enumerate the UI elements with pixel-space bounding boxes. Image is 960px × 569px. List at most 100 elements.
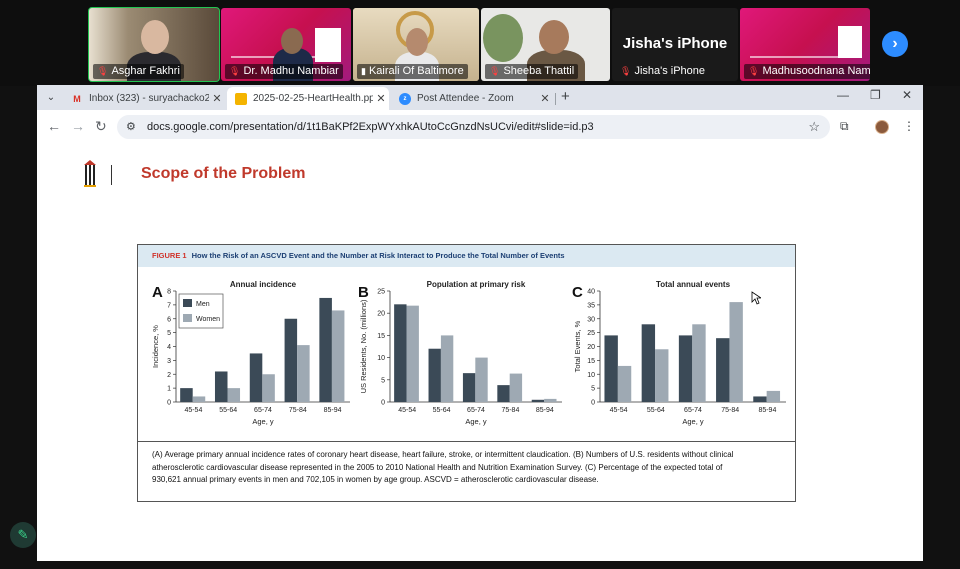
participant-name: 🎙 Sheeba Thattil — [485, 64, 579, 79]
x-tick-label: 65-74 — [254, 407, 272, 414]
bar-men — [428, 348, 441, 402]
tab-zoom[interactable]: z Post Attendee - Zoom ✕ — [391, 87, 553, 110]
bar-men — [604, 335, 618, 402]
site-info-icon[interactable]: ⚙ — [126, 121, 136, 133]
bar-men — [753, 396, 767, 402]
mic-muted-icon: 🎙 — [229, 66, 241, 76]
chart-title: Total annual events — [656, 280, 731, 289]
restore-button[interactable]: ❐ — [870, 88, 881, 102]
figure-box: FIGURE 1 How the Risk of an ASCVD Event a… — [137, 244, 796, 502]
y-tick-label: 20 — [587, 344, 595, 351]
y-tick-label: 40 — [587, 289, 595, 296]
participant-tile-asghar[interactable]: 🎙 Asghar Fakhri — [88, 7, 220, 82]
back-button[interactable]: ← — [47, 118, 61, 134]
y-tick-label: 15 — [587, 358, 595, 365]
y-tick-label: 5 — [381, 377, 385, 384]
reload-button[interactable]: ↻ — [95, 118, 107, 134]
y-tick-label: 30 — [587, 316, 595, 323]
bar-men — [180, 388, 193, 402]
x-tick-label: 45-54 — [610, 407, 628, 414]
bar-women — [544, 398, 557, 402]
chart-annual-incidence: A Annual incidence 0 1 2 3 4 5 6 7 8 Incidence, % 45… — [151, 280, 350, 426]
bar-men — [319, 297, 332, 402]
chart-total-events: C Total annual events 0 5 10 15 20 25 30 35 40 Tota… — [572, 280, 786, 426]
bar-women — [227, 388, 241, 402]
avatar[interactable] — [875, 120, 889, 134]
slide-title: Scope of the Problem — [141, 165, 306, 182]
slide-canvas: Scope of the Problem FIGURE 1 How the Ris… — [67, 144, 894, 561]
address-bar[interactable]: ⚙ docs.google.com/presentation/d/1t1BaKP… — [117, 115, 830, 139]
x-tick-label: 85-94 — [758, 407, 776, 414]
bar-men — [531, 399, 545, 402]
y-axis-label: Incidence, % — [151, 325, 160, 368]
close-icon[interactable]: ✕ — [540, 93, 550, 105]
panel-letter: C — [572, 284, 583, 301]
bar-women — [766, 390, 781, 402]
y-tick-label: 3 — [167, 358, 171, 365]
x-tick-label: 45-54 — [184, 407, 202, 414]
y-tick-label: 25 — [587, 330, 595, 337]
y-tick-label: 5 — [167, 330, 171, 337]
new-tab-button[interactable]: + — [561, 88, 570, 105]
participant-tile-sheeba[interactable]: 🎙 Sheeba Thattil — [481, 8, 610, 81]
bar-men — [214, 371, 228, 402]
tab-search-icon[interactable]: ⌄ — [46, 92, 56, 103]
legend-swatch — [183, 314, 192, 322]
y-axis-label: US Residents, No. (millions) — [359, 299, 368, 393]
y-tick-label: 10 — [587, 372, 595, 379]
participant-tile-kairali[interactable]: ▮ Kairali Of Baltimore — [353, 8, 479, 81]
participant-tile-madhusoodnana[interactable]: 🎙 Madhusoodnana Nam... — [740, 8, 870, 81]
bar-men — [284, 318, 298, 402]
participant-name: ▮ Kairali Of Baltimore — [357, 64, 468, 79]
x-axis-label: Age, y — [252, 417, 274, 426]
y-tick-label: 4 — [167, 344, 171, 351]
browser-window: ⌄ M Inbox (323) - suryachacko2525@ ✕ 202… — [37, 85, 923, 561]
close-icon[interactable]: ✕ — [376, 93, 386, 105]
university-logo — [84, 160, 96, 187]
zoom-gallery: 🎙 Asghar Fakhri 🎙 Dr. Madhu Nambiar ▮ Kaira… — [0, 0, 960, 86]
participant-tile-madhu[interactable]: 🎙 Dr. Madhu Nambiar — [221, 8, 351, 81]
panel-letter: A — [152, 284, 163, 301]
y-tick-label: 20 — [377, 311, 385, 318]
legend-label: Men — [196, 301, 210, 308]
bar-men — [394, 304, 407, 402]
chevron-right-icon[interactable]: › — [882, 31, 908, 57]
tab-gmail[interactable]: M Inbox (323) - suryachacko2525@ ✕ — [63, 87, 225, 110]
x-axis-label: Age, y — [682, 417, 704, 426]
x-tick-label: 65-74 — [467, 407, 485, 414]
x-tick-label: 65-74 — [684, 407, 702, 414]
bar-men — [641, 324, 656, 402]
bookmark-star-icon[interactable]: ☆ — [808, 119, 820, 134]
y-tick-label: 0 — [381, 400, 385, 407]
minimize-button[interactable]: — — [837, 88, 849, 102]
y-tick-label: 15 — [377, 333, 385, 340]
y-tick-label: 7 — [167, 302, 171, 309]
bar-men — [462, 373, 476, 402]
figure-label: FIGURE 1 — [152, 251, 187, 260]
tab-slides[interactable]: 2025-02-25-HeartHealth.pptx ✕ — [227, 87, 389, 110]
legend-label: Women — [196, 316, 220, 323]
extensions-icon[interactable]: ⧉ — [840, 119, 849, 133]
y-tick-label: 6 — [167, 316, 171, 323]
y-tick-label: 35 — [587, 302, 595, 309]
slides-viewport: Scope of the Problem FIGURE 1 How the Ris… — [37, 144, 923, 561]
y-tick-label: 1 — [167, 386, 171, 393]
gmail-icon: M — [73, 93, 81, 104]
forward-button[interactable]: → — [71, 118, 85, 134]
close-window-button[interactable]: ✕ — [902, 88, 913, 102]
x-tick-label: 75-84 — [721, 407, 739, 414]
caption-line: (A) Average primary annual incidence rat… — [152, 450, 734, 459]
participant-tile-jisha[interactable]: Jisha's iPhone 🎙 Jisha's iPhone — [612, 8, 738, 81]
bar-men — [497, 385, 510, 402]
pencil-icon[interactable]: ✎ — [10, 522, 36, 548]
more-options-icon[interactable]: ⋮ — [903, 119, 915, 133]
y-tick-label: 2 — [167, 372, 171, 379]
bar-women — [440, 335, 454, 402]
legend-box — [178, 293, 224, 329]
bar-women — [262, 374, 275, 402]
participant-name: 🎙 Dr. Madhu Nambiar — [225, 64, 343, 79]
close-icon[interactable]: ✕ — [212, 93, 222, 105]
toolbar: ← → ↻ ⚙ docs.google.com/presentation/d/1… — [37, 110, 923, 144]
bar-women — [692, 324, 706, 402]
